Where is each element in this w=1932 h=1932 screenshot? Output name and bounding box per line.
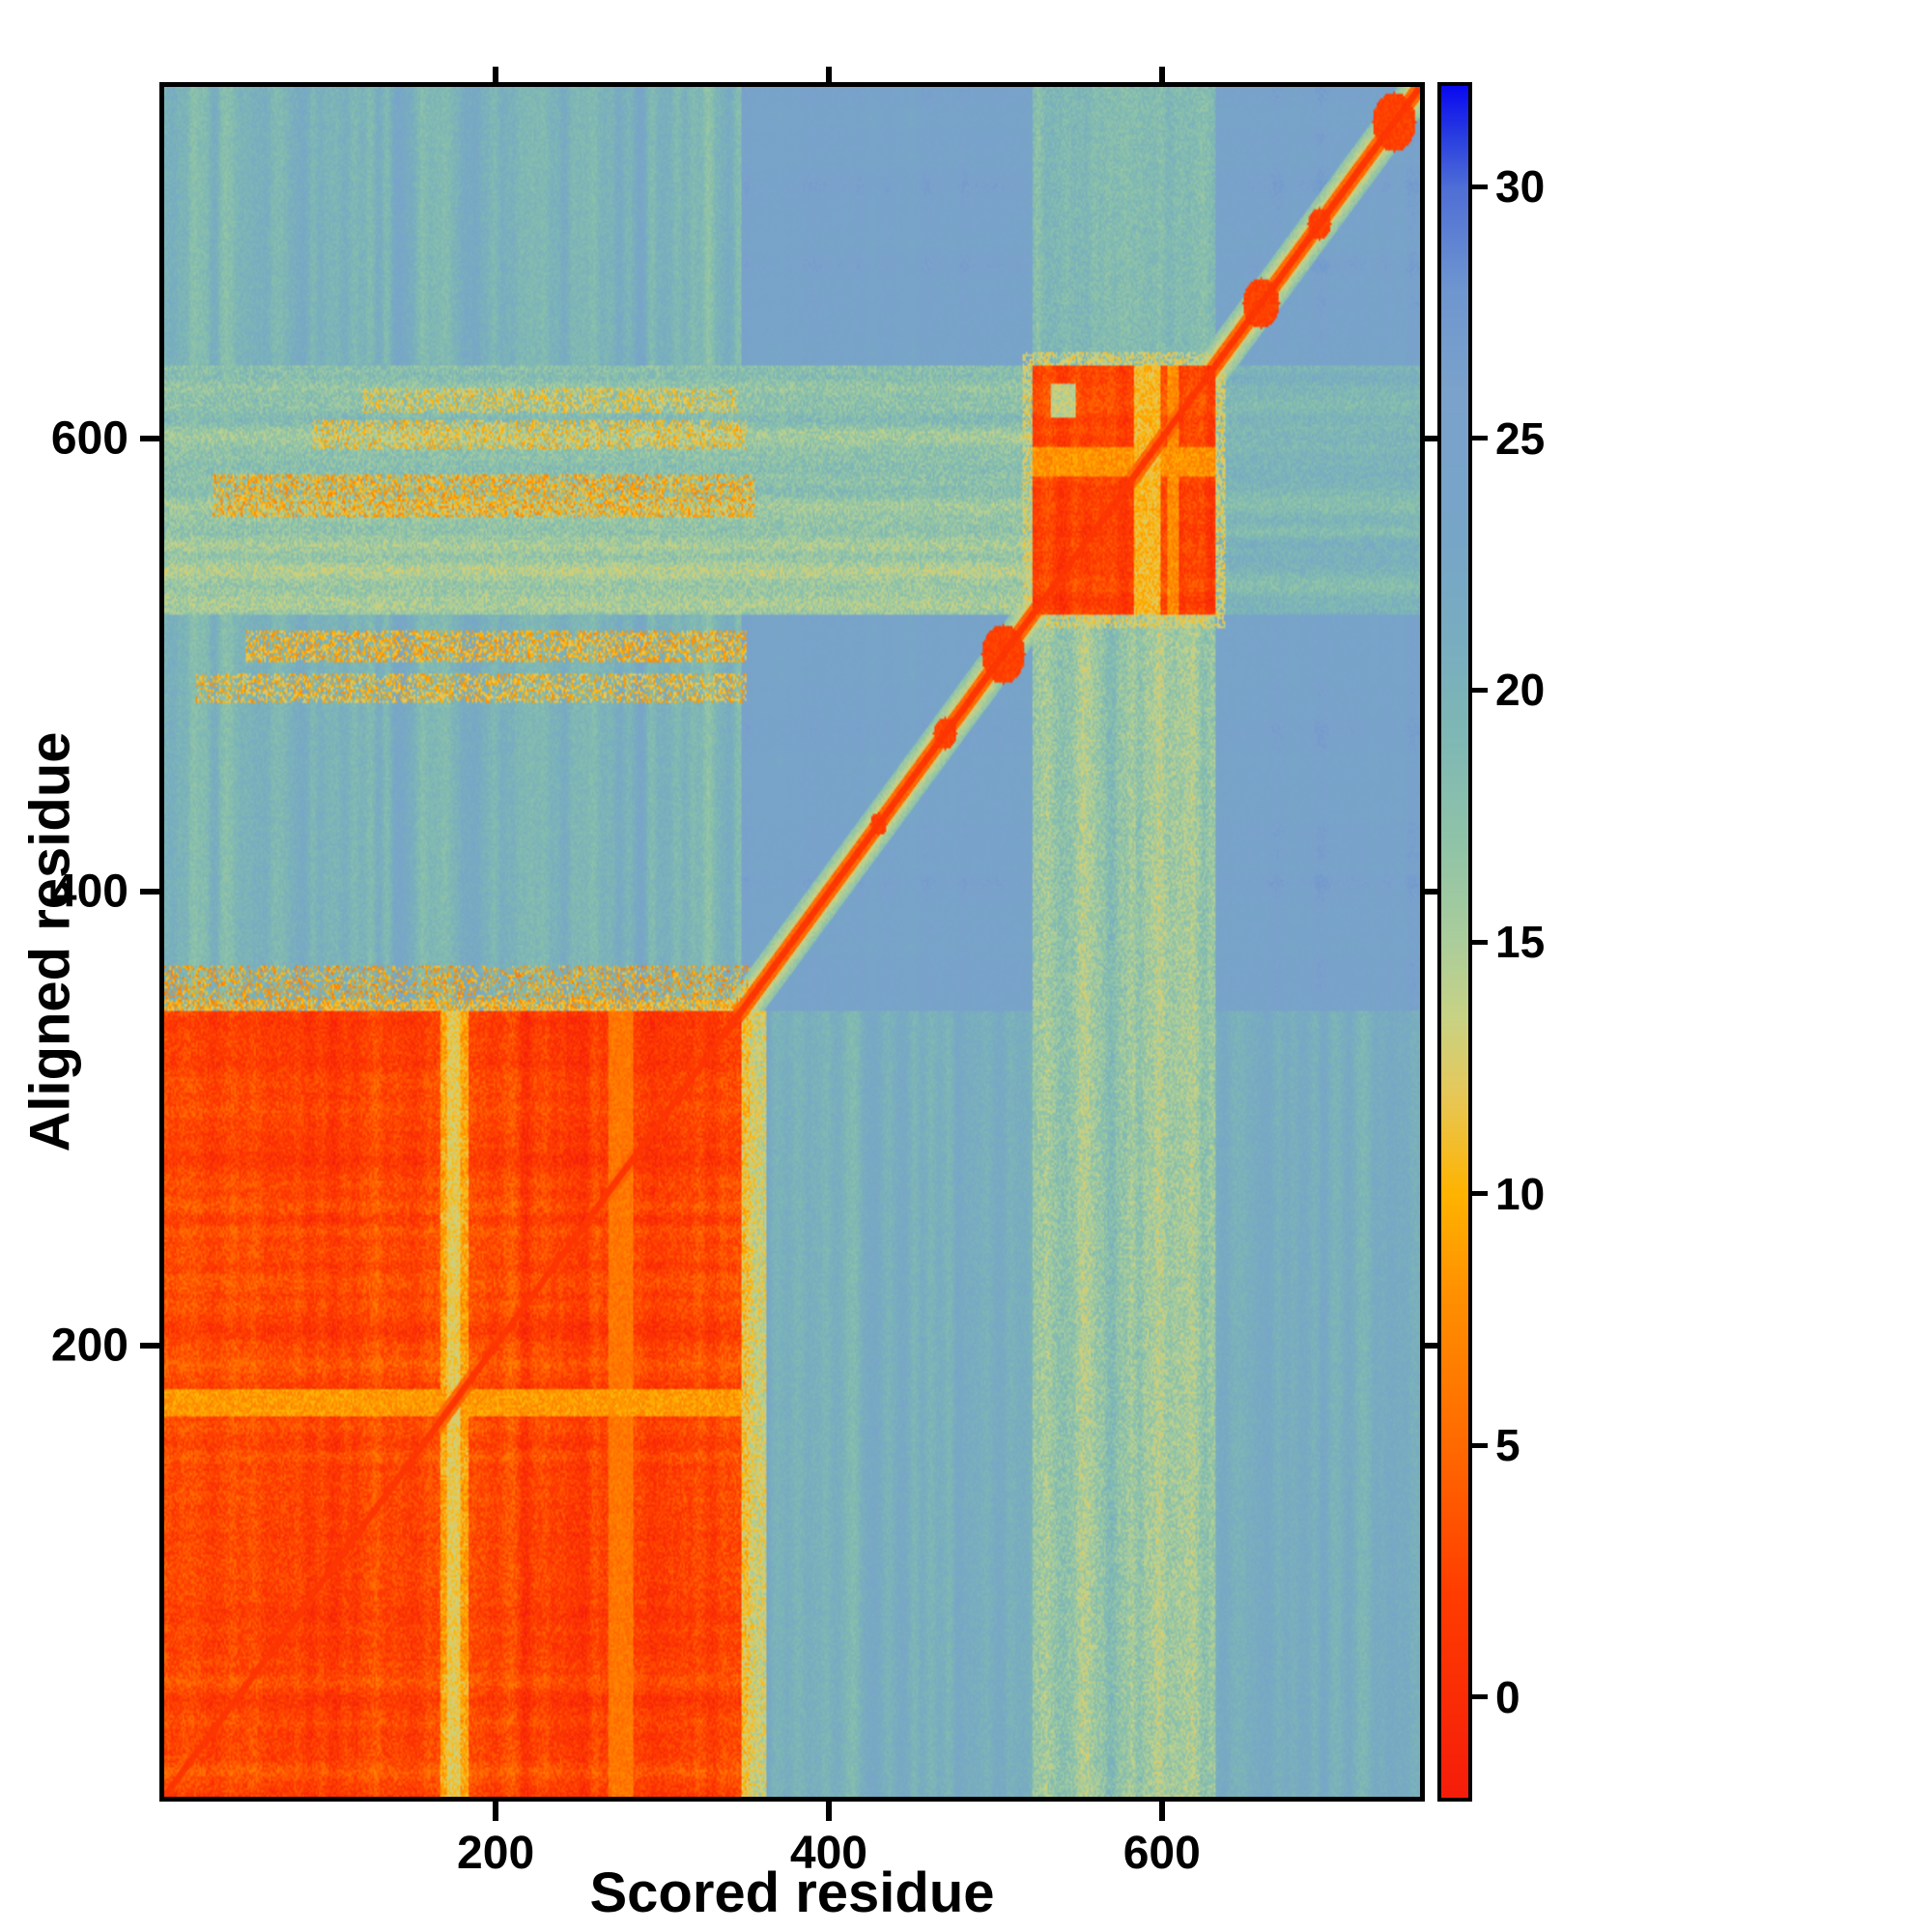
x-axis-label: Scored residue (589, 1861, 995, 1924)
colorbar-tick (1472, 1694, 1488, 1700)
y-tick (140, 435, 159, 441)
colorbar-tick (1472, 184, 1488, 189)
x-tick-top (1158, 67, 1165, 82)
colorbar-tick-label: 25 (1495, 412, 1546, 464)
y-axis-label: Aligned residue (18, 731, 82, 1152)
colorbar-tick-label: 20 (1495, 665, 1546, 716)
colorbar-tick (1472, 1442, 1488, 1448)
colorbar-tick (1472, 1191, 1488, 1197)
y-tick (140, 889, 159, 895)
y-tick (140, 1342, 159, 1349)
colorbar-tick-label: 5 (1495, 1420, 1520, 1471)
x-tick-top (493, 67, 499, 82)
colorbar (1437, 82, 1472, 1802)
colorbar-tick (1472, 436, 1488, 441)
colorbar-tick (1472, 687, 1488, 693)
colorbar-canvas (1441, 86, 1468, 1798)
colorbar-tick-label: 10 (1495, 1168, 1546, 1219)
colorbar-tick-label: 30 (1495, 161, 1546, 213)
heatmap-canvas (164, 87, 1420, 1797)
plot-area (159, 82, 1425, 1802)
colorbar-tick-label: 0 (1495, 1671, 1520, 1722)
x-tick-top (825, 67, 832, 82)
x-tick (825, 1802, 832, 1821)
y-tick-label: 600 (50, 412, 128, 465)
colorbar-tick (1472, 939, 1488, 945)
x-tick (1158, 1802, 1165, 1821)
colorbar-tick-label: 15 (1495, 917, 1546, 967)
x-tick-label: 600 (1122, 1828, 1201, 1879)
x-tick (493, 1802, 499, 1821)
x-tick-label: 200 (457, 1828, 535, 1879)
y-tick-label: 200 (50, 1320, 128, 1372)
